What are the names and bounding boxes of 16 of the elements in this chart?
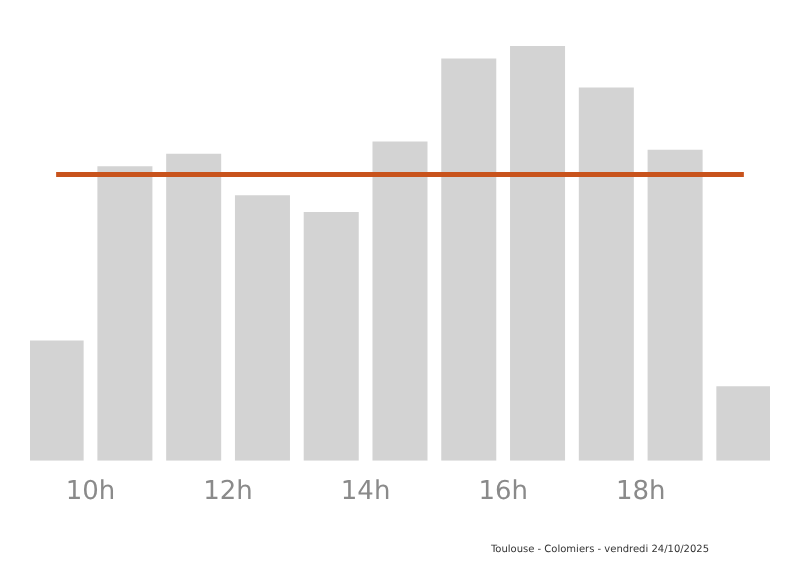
- x-tick-label: 10h: [65, 477, 116, 508]
- bar: [234, 195, 290, 461]
- bar: [441, 58, 497, 461]
- bar: [303, 211, 359, 461]
- x-tick-label: 14h: [340, 477, 391, 508]
- bar: [510, 46, 566, 461]
- bar: [647, 149, 703, 461]
- x-tick-label: 16h: [478, 477, 528, 508]
- bar: [30, 340, 84, 461]
- bar: [372, 141, 428, 461]
- bar: [97, 166, 153, 461]
- bar: [716, 386, 770, 461]
- x-tick-label: 12h: [203, 477, 253, 508]
- bar: [578, 87, 634, 461]
- x-tick-label: 18h: [615, 477, 666, 508]
- bar: [166, 153, 222, 461]
